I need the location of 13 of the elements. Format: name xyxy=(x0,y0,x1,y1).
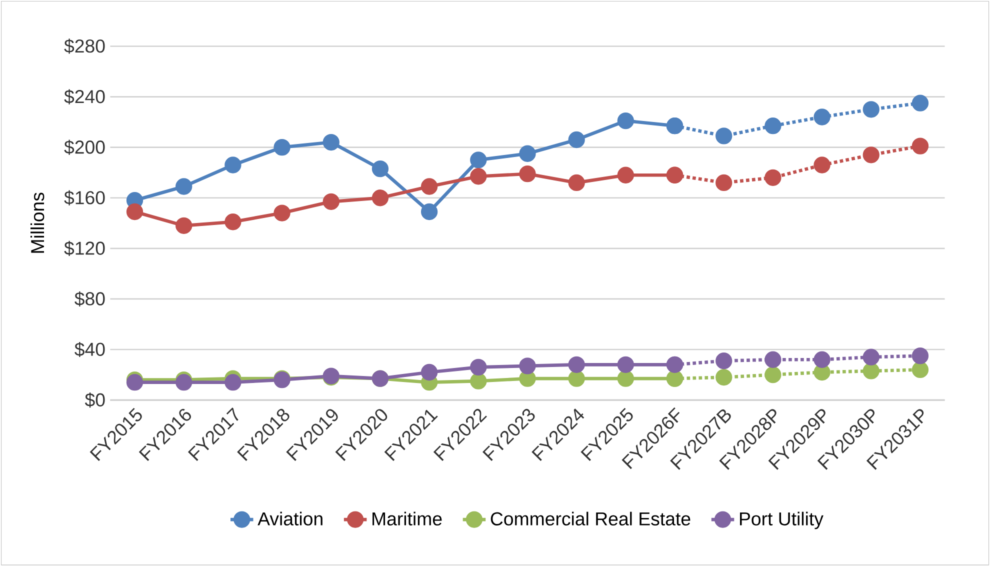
legend-label: Aviation xyxy=(258,512,322,526)
legend-label: Commercial Real Estate xyxy=(490,512,690,526)
y-tick-label: $200 xyxy=(64,140,105,155)
y-tick-label: $160 xyxy=(64,190,105,206)
legend-label: Port Utility xyxy=(740,512,824,530)
y-axis-title: Millions xyxy=(30,192,44,253)
y-tick-label: $0 xyxy=(84,392,105,408)
y-tick-label: $120 xyxy=(64,240,105,256)
y-tick-label: $280 xyxy=(64,38,105,54)
y-tick-label: $40 xyxy=(74,342,105,357)
y-tick-label: $80 xyxy=(74,291,105,306)
legend-label: Maritime xyxy=(372,512,442,526)
y-tick-label: $240 xyxy=(64,89,105,104)
